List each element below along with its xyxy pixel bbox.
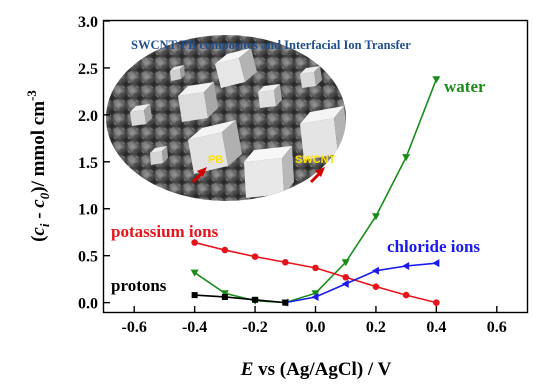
- series-line-chloride-ions: [285, 262, 437, 304]
- data-point-chloride-ions: [432, 259, 440, 268]
- x-tick-label: -0.2: [242, 319, 267, 336]
- data-point-protons: [252, 296, 259, 303]
- y-tick-label: 0.5: [78, 249, 98, 266]
- data-point-potassium-ions: [342, 273, 350, 281]
- series-label-chloride: chloride ions: [387, 237, 480, 256]
- x-axis: -0.6 -0.4 -0.2 0.0 0.2 0.4 0.6: [122, 306, 507, 336]
- ylabel-open: (: [28, 236, 49, 242]
- data-point-chloride-ions: [371, 266, 379, 275]
- sem-inset: PB SWCNT: [106, 35, 346, 201]
- pb-cube: [258, 84, 282, 108]
- series-line-protons: [194, 294, 286, 304]
- ylabel-c1: c: [28, 227, 49, 236]
- x-tick-label: -0.6: [122, 319, 147, 336]
- y-axis-label: (ci - c0)/ mmol cm-3: [24, 90, 52, 242]
- x-axis-label: E vs (Ag/AgCl) / V: [240, 359, 392, 380]
- ylabel-sub2: 0: [37, 192, 52, 199]
- data-point-chloride-ions: [341, 279, 349, 288]
- data-point-water: [402, 154, 411, 162]
- series-layer: [190, 76, 441, 307]
- data-point-water: [371, 213, 380, 221]
- inset-tag-pb: PB: [208, 154, 223, 166]
- red-arrow-icon: [191, 167, 207, 184]
- data-point-potassium-ions: [312, 264, 319, 272]
- data-point-chloride-ions: [402, 262, 410, 271]
- y-tick-label: 2.5: [78, 61, 98, 78]
- ylabel-minus: -: [28, 208, 49, 224]
- red-arrow-icon: [309, 167, 325, 184]
- ylabel-close: )/ mmol cm: [28, 101, 49, 193]
- data-point-water: [220, 290, 229, 298]
- data-point-protons: [191, 292, 198, 299]
- pb-cube: [300, 106, 346, 160]
- x-tick-label: 0.0: [306, 319, 326, 336]
- data-point-water: [341, 259, 350, 267]
- inset-tag-swcnt: SWCNT: [295, 154, 336, 166]
- data-point-water: [432, 76, 441, 84]
- series-label-water: water: [444, 77, 486, 96]
- data-point-potassium-ions: [372, 283, 380, 290]
- pb-cube: [130, 104, 152, 126]
- data-point-protons: [221, 293, 228, 300]
- data-point-potassium-ions: [251, 253, 259, 260]
- series-label-potassium: potassium ions: [111, 222, 219, 241]
- x-axis-label-rest: vs (Ag/AgCl) / V: [253, 359, 391, 380]
- data-point-potassium-ions: [402, 291, 410, 299]
- data-point-potassium-ions: [433, 299, 440, 306]
- x-tick-label: 0.2: [366, 319, 386, 336]
- data-point-chloride-ions: [311, 292, 319, 301]
- pb-cube: [188, 120, 242, 174]
- y-tick-label: 1.5: [78, 155, 98, 172]
- pb-cube: [300, 66, 322, 88]
- pb-cubes: [130, 48, 346, 198]
- data-point-protons: [282, 299, 289, 306]
- y-tick-label: 1.0: [78, 202, 98, 219]
- x-tick-label: 0.4: [426, 319, 446, 336]
- pb-cube: [150, 146, 168, 165]
- pb-cube: [170, 65, 185, 81]
- x-tick-label: 0.6: [487, 319, 507, 336]
- y-tick-label: 2.0: [78, 108, 98, 125]
- y-tick-label: 3.0: [78, 14, 98, 31]
- chart-title: SWCNT/PB composites and Interfacial Ion …: [131, 38, 411, 52]
- data-point-water: [311, 290, 320, 298]
- data-point-potassium-ions: [221, 246, 229, 254]
- pb-cube: [244, 146, 294, 198]
- series-label-protons: protons: [111, 276, 167, 295]
- data-point-potassium-ions: [281, 258, 289, 266]
- pb-cube: [178, 82, 218, 122]
- pb-cube: [215, 48, 257, 88]
- x-tick-label: -0.4: [182, 319, 207, 336]
- ylabel-sup: -3: [24, 90, 39, 101]
- y-axis: 0.0 0.5 1.0 1.5 2.0 2.5 3.0: [78, 14, 110, 313]
- plot-frame: [102, 19, 529, 314]
- ylabel-c2: c: [28, 199, 49, 208]
- data-point-potassium-ions: [191, 239, 198, 246]
- ylabel-sub1: i: [37, 223, 52, 227]
- x-axis-label-e: E: [240, 359, 254, 380]
- data-point-water: [190, 269, 199, 277]
- y-tick-label: 0.0: [78, 296, 98, 313]
